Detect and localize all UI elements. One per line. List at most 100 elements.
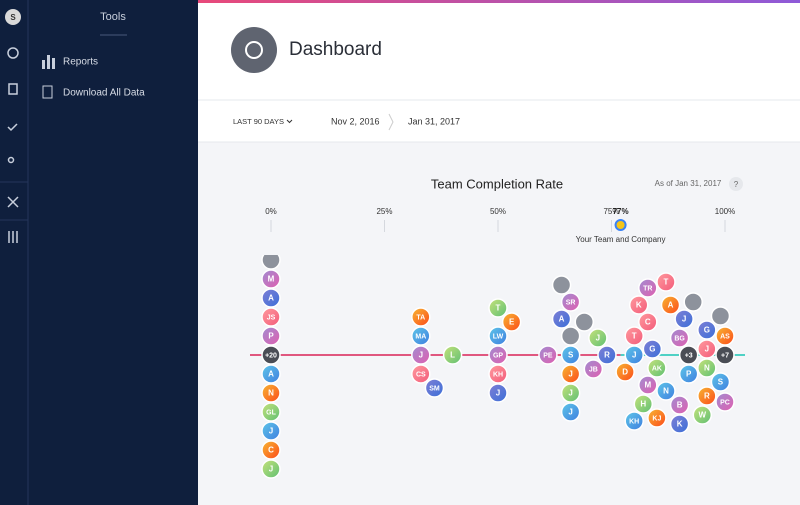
person-bubble[interactable] [261,440,281,460]
person-initials: J [568,408,572,417]
person-initials: JS [267,314,276,321]
person-bubble[interactable] [638,375,658,395]
person-bubble[interactable] [411,364,431,384]
person-bubble[interactable] [261,459,281,479]
dashboard-icon[interactable] [7,47,19,59]
person-bubble[interactable] [261,269,281,289]
person-initials: A [559,315,565,324]
person-bubble[interactable] [442,345,463,365]
person-bubble[interactable] [710,372,731,392]
person-bubble[interactable] [678,364,699,384]
person-initials: SR [566,299,576,306]
person-bubble[interactable] [669,328,690,348]
person-bubble[interactable] [628,295,649,315]
start-date[interactable]: Nov 2, 2016 [331,116,380,126]
person-bubble[interactable] [488,364,508,384]
person-bubble[interactable] [583,359,604,379]
person-bubble[interactable] [710,306,731,326]
people-icon[interactable] [7,156,15,164]
person-initials: P [268,332,274,341]
person-bubble[interactable] [597,345,617,365]
check-icon[interactable] [7,123,18,132]
person-bubble[interactable] [488,298,508,318]
person-bubble[interactable] [488,326,508,346]
person-bubble[interactable] [261,383,281,403]
person-bubble[interactable] [560,402,581,422]
person-initials: J [269,465,273,474]
end-date[interactable]: Jan 31, 2017 [408,116,460,126]
person-bubble[interactable] [697,339,717,359]
menu-item[interactable]: Reports [63,57,98,68]
person-initials: A [268,294,274,303]
person-bubble[interactable] [551,309,572,329]
person-bubble[interactable] [715,392,735,412]
person-initials: KH [493,371,503,378]
person-bubble[interactable] [560,383,581,403]
settings-icon[interactable] [8,231,18,243]
person-bubble[interactable] [261,421,281,441]
person-bubble[interactable] [411,326,431,346]
person-bubble[interactable] [424,378,445,398]
person-bubble[interactable] [638,278,658,298]
person-bubble[interactable] [261,345,281,365]
person-bubble[interactable] [660,295,681,315]
person-bubble[interactable] [615,362,635,382]
person-bubble[interactable] [647,408,667,428]
person-bubble[interactable] [624,345,644,365]
person-initials: B [677,401,683,410]
x-tick-label: 50% [490,207,506,216]
person-bubble[interactable] [411,345,431,365]
help-button[interactable] [729,177,743,191]
person-bubble[interactable] [261,364,281,384]
person-bubble[interactable] [678,345,699,365]
person-bubble[interactable] [683,292,703,312]
person-bubble[interactable] [551,275,572,295]
person-bubble[interactable] [261,307,281,327]
person-bubble[interactable] [715,345,735,365]
person-bubble[interactable] [261,288,281,308]
person-bubble[interactable] [697,386,717,406]
person-bubble[interactable] [638,312,658,332]
person-bubble[interactable] [669,414,690,434]
person-bubble[interactable] [488,345,508,365]
person-bubble[interactable] [574,312,595,332]
person-bubble[interactable] [715,326,735,346]
person-bubble[interactable] [261,251,281,270]
person-initials: J [568,370,572,379]
person-bubble[interactable] [588,328,608,348]
person-initials: CS [416,371,426,378]
person-bubble[interactable] [633,394,654,414]
person-bubble[interactable] [624,411,644,431]
person-bubble[interactable] [560,292,581,312]
range-select[interactable]: LAST 90 DAYS [233,117,284,126]
person-bubble[interactable] [697,320,717,340]
person-bubble[interactable] [488,383,508,403]
person-bubble[interactable] [560,326,581,346]
person-initials: T [664,278,669,287]
avatar[interactable] [5,9,21,25]
person-bubble[interactable] [674,309,694,329]
person-bubble[interactable] [692,405,713,425]
person-bubble[interactable] [642,339,663,359]
person-bubble[interactable] [647,358,667,378]
person-bubble[interactable] [261,326,281,346]
person-bubble[interactable] [411,307,431,327]
person-bubble[interactable] [669,395,690,415]
menu-item[interactable]: Download All Data [63,88,145,99]
dashboard-badge [231,27,277,73]
person-bubble[interactable] [656,381,676,401]
person-bubble[interactable] [501,312,522,332]
person-initials: GL [266,409,276,416]
person-bubble[interactable] [697,358,717,378]
book-icon[interactable] [8,83,18,95]
person-bubble[interactable] [656,272,676,292]
person-initials: T [632,332,637,341]
person-bubble[interactable] [261,402,281,422]
person-bubble[interactable] [560,364,581,384]
page-title: Dashboard [289,39,382,60]
person-initials: R [604,351,610,360]
person-bubble[interactable] [538,345,558,365]
person-bubble[interactable] [560,345,581,365]
close-icon[interactable] [7,196,19,208]
person-bubble[interactable] [624,326,644,346]
